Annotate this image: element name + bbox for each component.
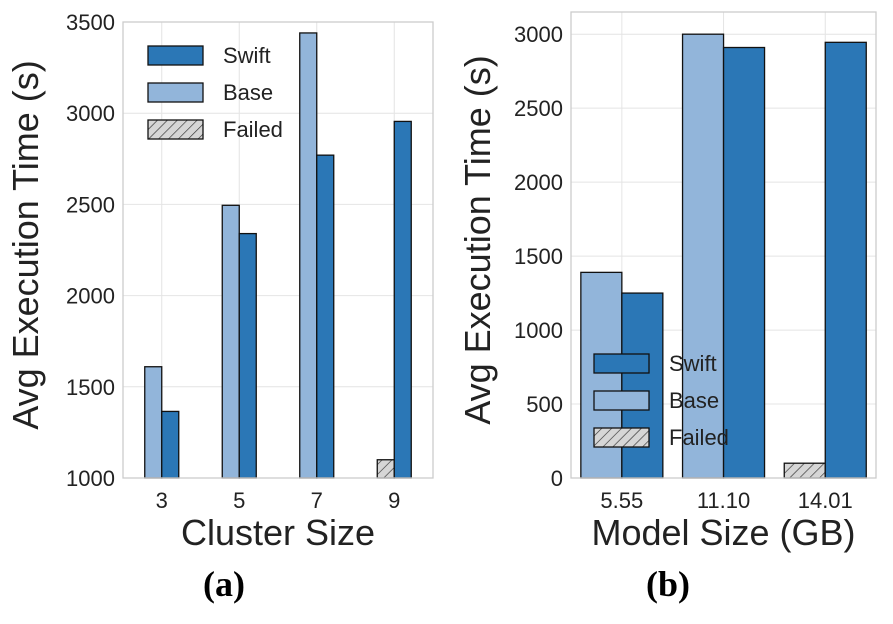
bar-swift [238, 232, 257, 479]
chart-b: 0 500 1000 1500 2000 2500 3000 5.55 11.10 14.01Mo… [457, 11, 877, 604]
bar-base [299, 32, 318, 479]
x-tick-label: 14.01 [798, 488, 853, 513]
legend-label-base: Base [223, 80, 273, 105]
y-tick-label: 2000 [514, 170, 563, 195]
y-tick-label: 3000 [66, 101, 115, 126]
y-tick-label: 3000 [514, 22, 563, 47]
y-tick-label: 2500 [514, 96, 563, 121]
plot-frame [570, 11, 877, 479]
legend: Swift Base Failed [593, 351, 729, 450]
x-tick-label: 11.10 [697, 488, 750, 513]
bar-base [681, 33, 725, 479]
panel-label: (b) [646, 564, 690, 604]
legend-swatch-failed [147, 119, 204, 140]
x-tick-label: 9 [388, 488, 400, 513]
x-tick-label: 7 [311, 488, 323, 513]
bar-swift [722, 46, 766, 479]
y-tick-label: 2500 [66, 192, 115, 217]
y-tick-label: 1000 [514, 318, 563, 343]
legend-label-failed: Failed [223, 117, 283, 142]
y-axis-label: Avg Execution Time (s) [457, 55, 498, 424]
bar-swift [824, 41, 867, 479]
plot-frame [122, 21, 434, 479]
legend-swatch-failed [593, 427, 650, 448]
bar-swift [393, 120, 412, 479]
legend-label-failed: Failed [669, 425, 729, 450]
bar-swift [161, 410, 180, 479]
legend-label-swift: Swift [669, 351, 717, 376]
x-axis-label: Model Size (GB) [591, 512, 855, 553]
y-tick-label: 1500 [66, 375, 115, 400]
y-tick-label: 500 [526, 392, 563, 417]
bar-failed [783, 462, 826, 479]
x-tick-label: 5.55 [600, 488, 643, 513]
legend-swatch-swift [593, 353, 650, 374]
x-tick-label: 5 [233, 488, 245, 513]
y-tick-label: 1000 [66, 466, 115, 491]
legend-swatch-swift [147, 45, 204, 66]
legend-swatch-base [147, 82, 204, 103]
legend: Swift Base Failed [147, 43, 283, 142]
legend-swatch-base [593, 390, 650, 411]
y-tick-label: 2000 [66, 284, 115, 309]
bar-swift [621, 292, 664, 479]
legend-label-base: Base [669, 388, 719, 413]
y-tick-label: 3500 [66, 10, 115, 35]
y-axis-label: Avg Execution Time (s) [5, 60, 46, 429]
panel-label: (a) [203, 564, 245, 604]
bar-base [144, 366, 163, 479]
chart-a: 1000 1500 2000 2500 3000 3500 3 5 7 9 Cluster Size… [5, 10, 434, 604]
bar-base [221, 204, 240, 479]
bar-failed [376, 459, 395, 479]
legend-label-swift: Swift [223, 43, 271, 68]
x-tick-label: 3 [156, 488, 168, 513]
x-axis-label: Cluster Size [181, 512, 375, 553]
y-tick-label: 0 [551, 466, 563, 491]
y-tick-label: 1500 [514, 244, 563, 269]
bar-swift [316, 154, 335, 479]
